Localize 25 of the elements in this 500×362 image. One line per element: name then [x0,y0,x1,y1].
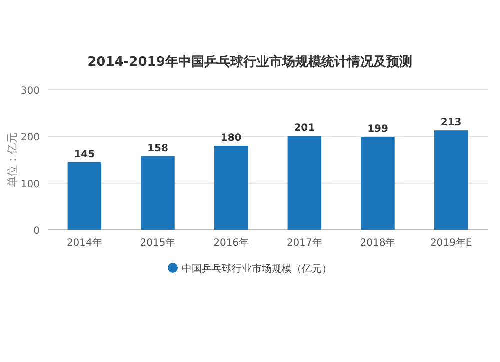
data-label: 180 [220,133,242,144]
y-tick-label: 200 [20,132,40,144]
bar [361,137,395,230]
bar [214,146,248,230]
data-label: 199 [368,124,388,136]
data-label: 201 [294,123,316,134]
y-tick-label: 100 [20,179,40,190]
x-tick-label: 2015年 [140,237,176,249]
x-tick-label: 2019年E [430,237,472,249]
legend-label: 中国乒乓球行业市场规模（亿元） [182,263,332,275]
x-tick-label: 2017年 [286,237,322,249]
bar [288,136,322,230]
y-tick-label: 300 [20,86,40,97]
y-axis-title: 单位：亿元 [6,132,19,188]
x-tick-label: 2018年 [360,237,396,249]
data-label: 213 [440,118,462,129]
data-label: 158 [148,143,168,154]
x-tick-label: 2014年 [66,237,102,249]
y-tick-label: 0 [34,226,40,237]
x-tick-label: 2016年 [214,237,250,249]
bar [68,162,102,230]
bar [434,130,468,230]
data-label: 145 [74,149,96,160]
chart-title: 2014-2019年中国乒乓球行业市场规模统计情况及预测 [88,54,412,70]
bar [141,156,175,230]
